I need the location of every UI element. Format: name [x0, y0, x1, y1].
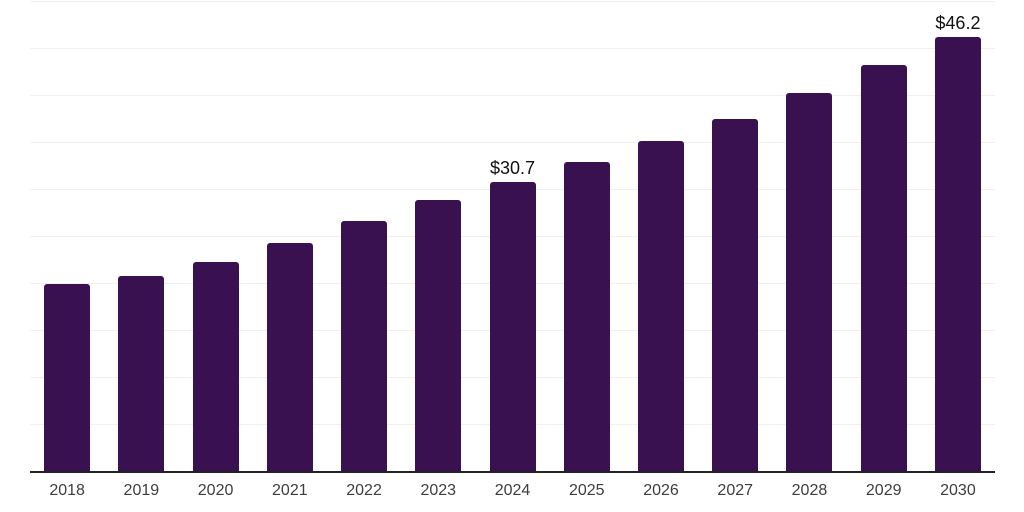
- x-tick-2021: 2021: [272, 482, 308, 499]
- bar-2019: [118, 276, 165, 471]
- x-tick-2020: 2020: [197, 482, 234, 499]
- bar-slot-2020: [178, 1, 252, 471]
- bar-2028: [786, 93, 833, 471]
- gridline-50: [30, 1, 995, 2]
- bar-slot-2026: [624, 1, 698, 471]
- x-tick-2019: 2019: [123, 482, 160, 499]
- gridline-40: [30, 95, 995, 96]
- x-axis-line: [30, 471, 995, 473]
- bar-slot-2028: [772, 1, 846, 471]
- gridline-35: [30, 142, 995, 143]
- bar-2023: [415, 200, 462, 471]
- bar-2030: [934, 36, 981, 471]
- bar-2027: [712, 118, 759, 471]
- x-tick-2030: 2030: [940, 482, 976, 499]
- gridline-45: [30, 48, 995, 49]
- bar-2020: [192, 262, 239, 471]
- x-tick-2025: 2025: [568, 482, 605, 499]
- bar-slot-2023: [401, 1, 475, 471]
- x-tick-2022: 2022: [346, 482, 382, 499]
- bar-2024: [489, 182, 536, 471]
- bar-slot-2027: [698, 1, 772, 471]
- bar-slot-2022: [327, 1, 401, 471]
- bar-2022: [341, 220, 388, 471]
- value-label-2024: $30.7: [490, 158, 536, 179]
- bar-slot-2025: [550, 1, 624, 471]
- x-tick-2026: 2026: [643, 482, 679, 499]
- bar-2021: [266, 242, 313, 471]
- bar-2025: [563, 161, 610, 471]
- bar-2026: [637, 141, 684, 471]
- bar-slot-2019: [104, 1, 178, 471]
- x-tick-2027: 2027: [717, 482, 754, 499]
- x-tick-2029: 2029: [865, 482, 902, 499]
- bar-slot-2024: $30.7: [475, 1, 549, 471]
- bar-slot-2018: [30, 1, 104, 471]
- bars-container: $30.7 $46.2: [30, 1, 995, 471]
- x-tick-2024: 2024: [494, 482, 531, 499]
- x-tick-2023: 2023: [420, 482, 457, 499]
- value-label-2030: $46.2: [935, 12, 981, 33]
- bar-slot-2029: [847, 1, 921, 471]
- bar-slot-2030: $46.2: [921, 1, 995, 471]
- x-tick-2018: 2018: [49, 482, 85, 499]
- bar-2018: [44, 283, 91, 471]
- bar-2029: [860, 64, 907, 471]
- plot-area: $30.7 $46.2: [30, 1, 995, 473]
- x-tick-2028: 2028: [791, 482, 828, 499]
- x-axis-labels: 2018 2019 2020 2021 2022 2023 2024 2025 2026 2027…: [30, 481, 995, 501]
- bar-slot-2021: [253, 1, 327, 471]
